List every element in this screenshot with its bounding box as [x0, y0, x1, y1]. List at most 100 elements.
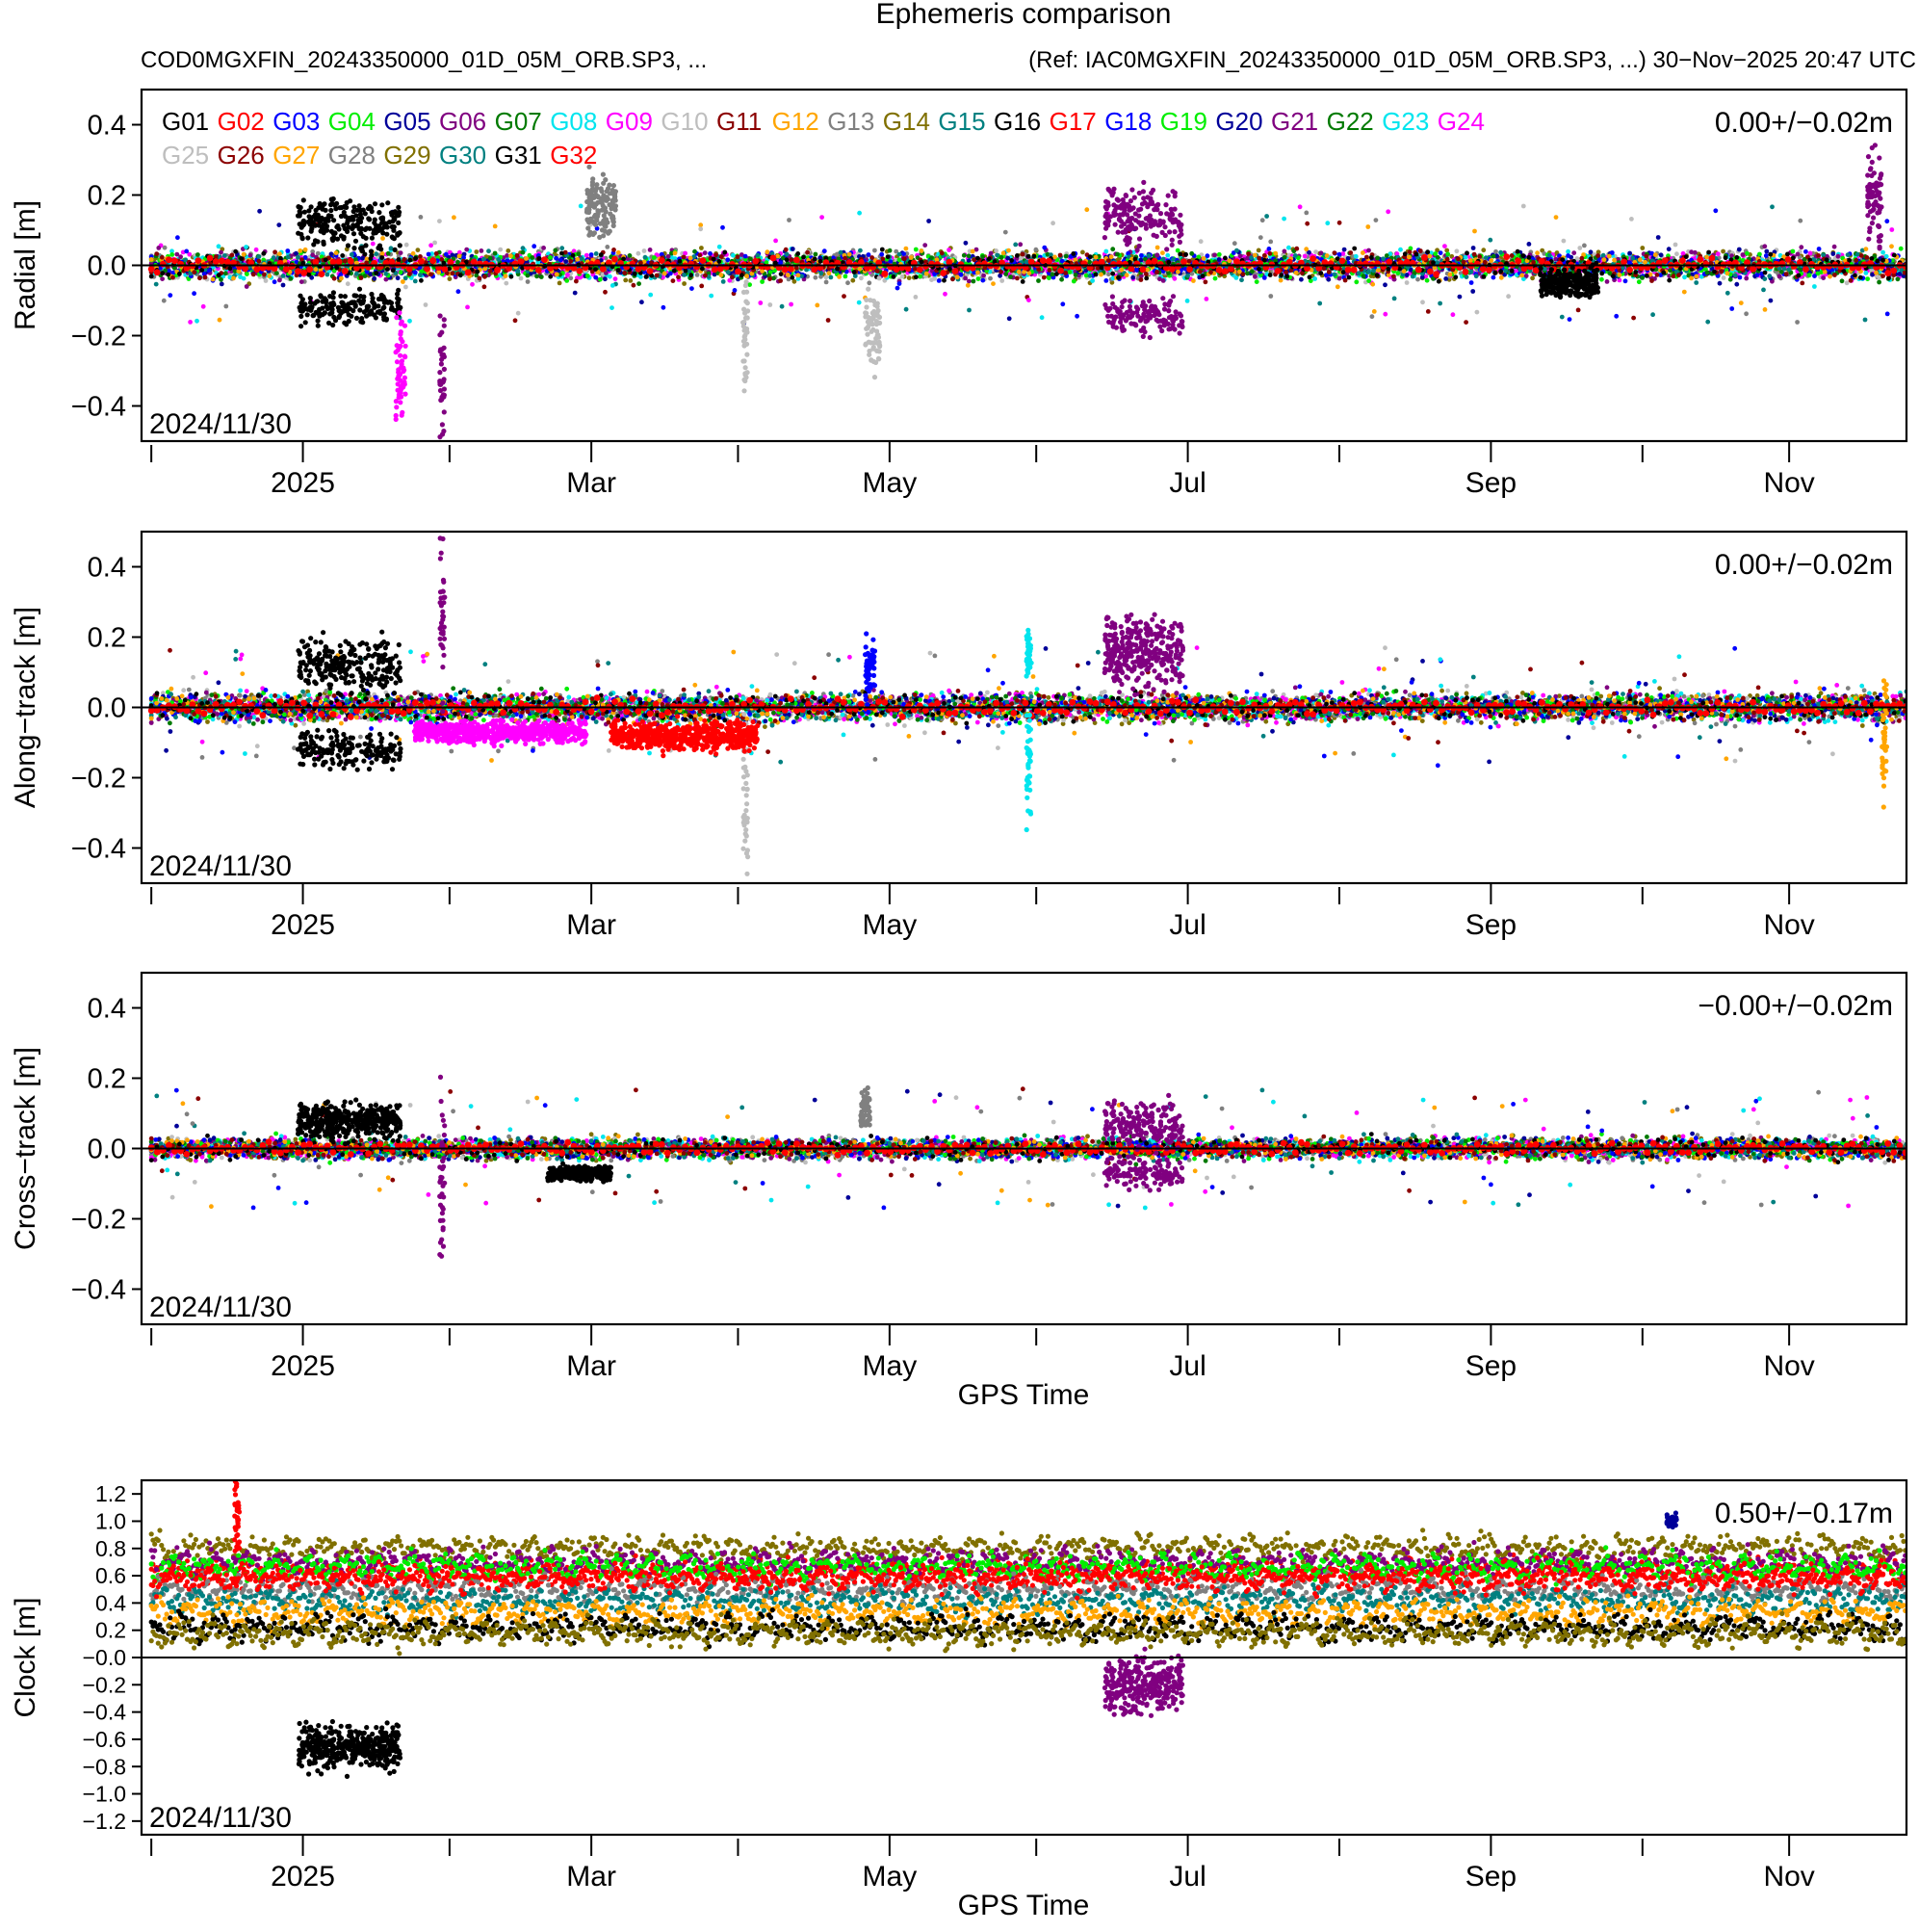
data-point — [1299, 277, 1304, 282]
data-point — [771, 276, 776, 281]
data-point — [346, 281, 350, 286]
data-point — [914, 248, 919, 252]
data-point — [558, 258, 563, 263]
data-point — [1398, 248, 1403, 252]
data-point — [1313, 249, 1318, 254]
data-point — [564, 278, 569, 283]
data-point — [972, 279, 976, 284]
data-point — [1103, 249, 1108, 254]
data-point — [272, 279, 277, 284]
data-point — [1674, 251, 1679, 256]
data-point — [743, 254, 748, 259]
data-point — [1577, 246, 1582, 250]
data-point — [1346, 256, 1351, 261]
data-point — [1034, 248, 1039, 252]
data-point — [1640, 246, 1645, 250]
data-point — [1161, 278, 1166, 283]
data-point — [245, 284, 249, 289]
data-point — [1757, 252, 1762, 257]
data-point — [506, 248, 510, 253]
data-point — [998, 274, 1002, 278]
data-point — [163, 246, 168, 250]
data-point — [967, 253, 972, 258]
data-point — [897, 281, 902, 286]
data-point — [814, 252, 818, 257]
data-point — [907, 275, 912, 280]
data-point — [1068, 270, 1073, 274]
data-point — [219, 277, 223, 282]
data-point — [989, 251, 994, 256]
data-point — [488, 256, 493, 261]
data-point — [717, 245, 722, 249]
data-point — [638, 274, 643, 279]
data-point — [623, 278, 628, 283]
data-point — [999, 255, 1004, 260]
data-point — [254, 248, 259, 252]
data-point — [1439, 250, 1443, 255]
data-point — [1238, 253, 1243, 258]
data-point — [464, 248, 469, 252]
data-point — [1745, 251, 1750, 256]
data-point — [1865, 276, 1870, 281]
data-point — [428, 243, 433, 248]
data-point — [1139, 253, 1144, 258]
data-point — [791, 247, 795, 251]
data-point — [725, 257, 730, 262]
data-point — [628, 253, 633, 258]
data-point — [521, 250, 526, 255]
data-point — [558, 281, 562, 286]
data-point — [1042, 246, 1047, 250]
data-point — [1366, 248, 1371, 253]
data-point — [1605, 279, 1610, 284]
data-point — [888, 248, 893, 253]
data-point — [603, 276, 608, 281]
data-point — [1744, 276, 1749, 281]
data-point — [1326, 277, 1331, 282]
data-point — [901, 251, 906, 256]
data-point — [1667, 247, 1672, 251]
data-point — [534, 274, 539, 278]
data-point — [1693, 250, 1698, 255]
data-point — [897, 257, 902, 262]
data-point — [1234, 275, 1239, 280]
data-point — [824, 280, 829, 285]
data-point — [504, 281, 508, 286]
data-point — [1716, 251, 1721, 256]
data-point — [1762, 244, 1767, 248]
data-point — [963, 276, 968, 281]
data-point — [1173, 276, 1178, 281]
data-point — [470, 282, 475, 287]
data-point — [480, 248, 484, 253]
data-point — [636, 281, 641, 286]
data-point — [999, 278, 1004, 283]
data-point — [1755, 273, 1760, 277]
data-point — [1599, 277, 1604, 282]
data-point — [1845, 280, 1850, 285]
data-point — [1003, 272, 1008, 276]
chart-subtitle-right: (Ref: IAC0MGXFIN_20243350000_01D_05M_ORB… — [1028, 47, 1916, 73]
data-point — [1777, 274, 1782, 279]
data-point — [850, 278, 855, 283]
data-point — [220, 282, 224, 287]
data-point — [1464, 255, 1468, 260]
data-point — [1396, 271, 1401, 275]
data-point — [1354, 254, 1359, 259]
data-point — [1354, 279, 1359, 284]
data-point — [1738, 275, 1743, 280]
data-point — [541, 246, 546, 250]
data-point — [1337, 252, 1342, 257]
data-point — [1366, 278, 1371, 283]
data-point — [1864, 271, 1869, 275]
data-point — [585, 274, 590, 278]
data-point — [1217, 257, 1222, 262]
data-point — [1623, 278, 1628, 283]
data-point — [548, 255, 553, 260]
data-point — [988, 276, 993, 281]
data-point — [824, 274, 829, 279]
data-point — [589, 252, 594, 257]
data-point — [245, 272, 249, 276]
data-point — [294, 251, 298, 256]
data-point — [1799, 245, 1803, 249]
